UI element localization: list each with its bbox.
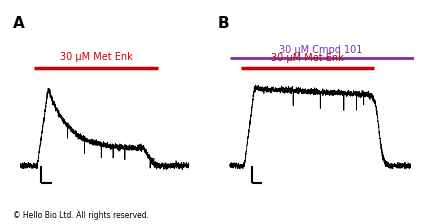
Text: 30 μM Cmpd 101: 30 μM Cmpd 101 — [278, 45, 361, 55]
Text: © Hello Bio Ltd. All rights reserved.: © Hello Bio Ltd. All rights reserved. — [13, 211, 149, 220]
Text: A: A — [13, 16, 25, 31]
Text: 30 μM Met Enk: 30 μM Met Enk — [60, 52, 132, 62]
Text: B: B — [217, 16, 229, 31]
Text: 30 μM Met Enk: 30 μM Met Enk — [271, 53, 343, 63]
